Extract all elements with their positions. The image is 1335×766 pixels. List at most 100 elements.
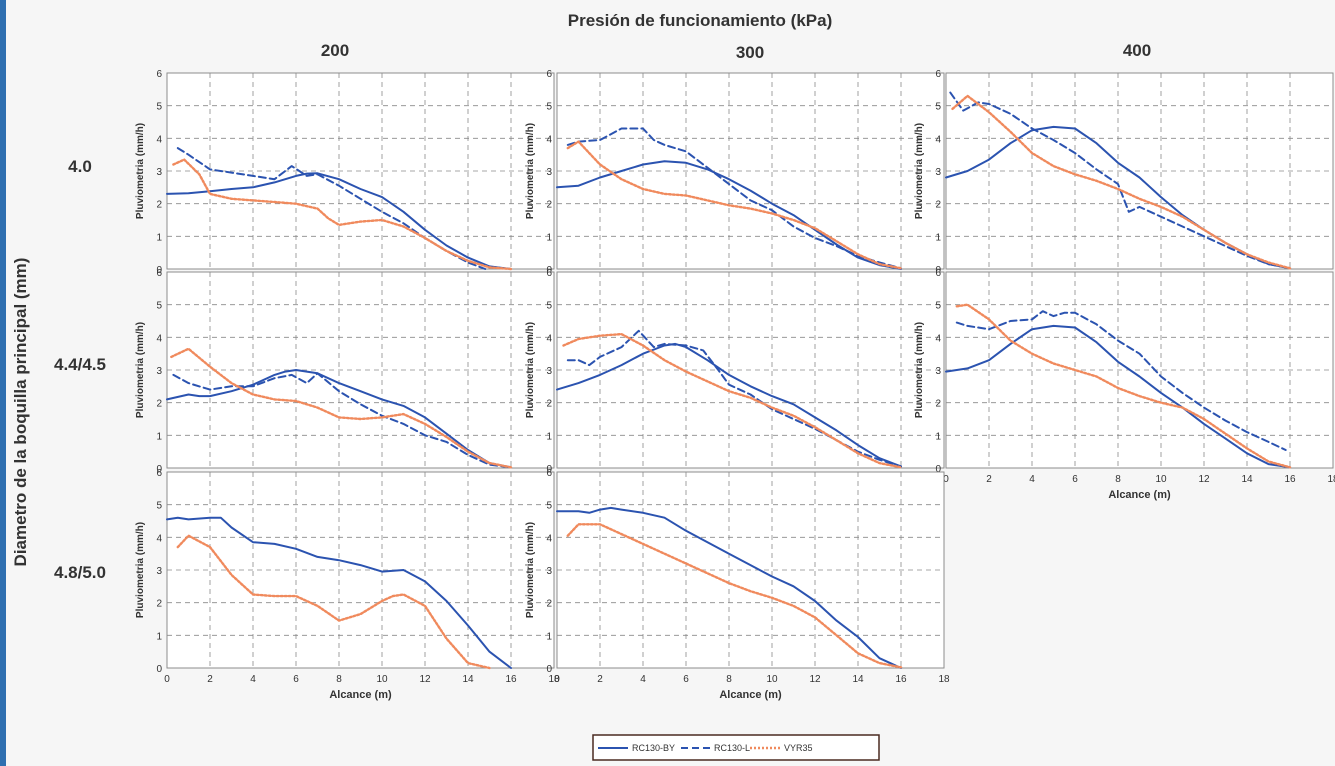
legend: RC130-BY RC130-L VYR35 <box>592 734 880 761</box>
series-line-rc130-by <box>556 506 902 669</box>
x-tick-label: 2 <box>207 674 213 685</box>
row-label-4-4-4-5: 4.4/4.5 <box>54 355 106 374</box>
y-tick-label: 0 <box>546 664 552 675</box>
y-tick-label: 1 <box>156 431 162 442</box>
x-tick-label: 8 <box>1115 474 1121 485</box>
x-tick-label: 6 <box>1072 474 1078 485</box>
legend-label-rc130-l: RC130-L <box>714 743 750 753</box>
y-tick-label: 6 <box>546 268 552 279</box>
series-line-rc130-by <box>166 516 512 669</box>
y-tick-label: 2 <box>156 399 162 410</box>
y-tick-label: 0 <box>935 265 941 276</box>
y-axis-title: Pluviometria (mm/h) <box>135 322 146 418</box>
column-title-400: 400 <box>1123 41 1151 60</box>
x-axis-title: Alcance (m) <box>329 689 392 701</box>
x-tick-label: 12 <box>419 674 431 685</box>
y-tick-label: 2 <box>546 599 552 610</box>
y-tick-label: 5 <box>935 301 941 312</box>
x-tick-label: 0 <box>164 674 170 685</box>
series-line-vyr35 <box>566 523 903 669</box>
y-tick-label: 4 <box>156 134 162 145</box>
x-tick-label: 4 <box>1029 474 1035 485</box>
x-tick-label: 6 <box>293 674 299 685</box>
series-line-rc130-by <box>556 342 902 468</box>
y-tick-label: 3 <box>546 167 552 178</box>
row-label-4-8-5-0: 4.8/5.0 <box>54 563 106 582</box>
y-tick-label: 0 <box>156 664 162 675</box>
x-tick-label: 18 <box>938 674 950 685</box>
x-tick-label: 10 <box>376 674 388 685</box>
y-tick-label: 5 <box>156 301 162 312</box>
y-tick-label: 3 <box>156 366 162 377</box>
y-tick-label: 5 <box>935 102 941 113</box>
y-tick-label: 4 <box>546 134 552 145</box>
left-edge-stripe <box>0 0 6 766</box>
x-tick-label: 18 <box>1327 474 1335 485</box>
x-tick-label: 10 <box>1155 474 1167 485</box>
x-tick-label: 4 <box>640 674 646 685</box>
x-tick-label: 8 <box>726 674 732 685</box>
series-line-rc130-by <box>945 324 1291 469</box>
y-tick-label: 5 <box>156 102 162 113</box>
series-line-rc130-l <box>949 91 1291 270</box>
y-tick-label: 6 <box>156 69 162 80</box>
y-tick-label: 0 <box>935 464 941 475</box>
y-tick-label: 2 <box>935 399 941 410</box>
x-tick-label: 6 <box>683 674 689 685</box>
x-tick-label: 14 <box>462 674 474 685</box>
y-tick-label: 5 <box>546 102 552 113</box>
x-tick-label: 10 <box>766 674 778 685</box>
y-tick-label: 0 <box>546 265 552 276</box>
series-line-vyr35 <box>172 158 513 271</box>
y-axis-title: Pluviometria (mm/h) <box>914 123 925 219</box>
y-tick-label: 3 <box>935 167 941 178</box>
y-tick-label: 5 <box>156 501 162 512</box>
x-tick-label: 2 <box>597 674 603 685</box>
y-tick-label: 6 <box>156 468 162 479</box>
y-tick-label: 1 <box>546 431 552 442</box>
x-tick-label: 14 <box>1241 474 1253 485</box>
y-tick-label: 6 <box>156 268 162 279</box>
series-line-rc130-l <box>955 310 1287 451</box>
x-tick-label: 12 <box>1198 474 1210 485</box>
panel-r1-c1: 0 1 2 3 4 5 6 Pluviometria (mm/h) <box>525 268 945 475</box>
panel-r1-c0: 0 1 2 3 4 5 6 Pluviometria (mm/h) <box>135 268 555 475</box>
y-tick-label: 4 <box>935 333 941 344</box>
y-axis-title: Pluviometria (mm/h) <box>525 123 536 219</box>
series-line-vyr35 <box>176 534 491 670</box>
x-tick-label: 0 <box>554 674 560 685</box>
y-tick-label: 4 <box>156 533 162 544</box>
panel-r0-c1: 0 1 2 3 4 5 6 Pluviometria (mm/h) <box>525 69 945 276</box>
column-title-300: 300 <box>736 43 764 62</box>
row-axis-title: Diametro de la boquilla principal (mm) <box>11 258 30 567</box>
legend-box <box>592 734 880 761</box>
x-tick-label: 16 <box>1284 474 1296 485</box>
series-line-vyr35 <box>170 347 513 469</box>
panel-r0-c0: 0 1 2 3 4 5 6 Pluviometria (mm/h) <box>135 69 555 276</box>
y-tick-label: 4 <box>156 333 162 344</box>
y-tick-label: 1 <box>156 232 162 243</box>
y-tick-label: 1 <box>935 431 941 442</box>
legend-label-vyr35: VYR35 <box>784 743 813 753</box>
y-axis-title: Pluviometria (mm/h) <box>525 322 536 418</box>
x-tick-label: 8 <box>336 674 342 685</box>
series-line-vyr35 <box>562 332 903 469</box>
column-title-200: 200 <box>321 41 349 60</box>
y-tick-label: 1 <box>546 232 552 243</box>
y-tick-label: 2 <box>935 200 941 211</box>
y-tick-label: 6 <box>546 69 552 80</box>
x-tick-label: 0 <box>943 474 949 485</box>
y-tick-label: 2 <box>546 200 552 211</box>
y-tick-label: 3 <box>156 566 162 577</box>
y-axis-title: Pluviometria (mm/h) <box>914 322 925 418</box>
y-tick-label: 3 <box>935 366 941 377</box>
y-tick-label: 4 <box>546 533 552 544</box>
y-tick-label: 3 <box>546 566 552 577</box>
y-tick-label: 6 <box>935 268 941 279</box>
y-tick-label: 2 <box>156 200 162 211</box>
y-axis-title: Pluviometria (mm/h) <box>135 123 146 219</box>
y-axis-title: Pluviometria (mm/h) <box>135 522 146 618</box>
